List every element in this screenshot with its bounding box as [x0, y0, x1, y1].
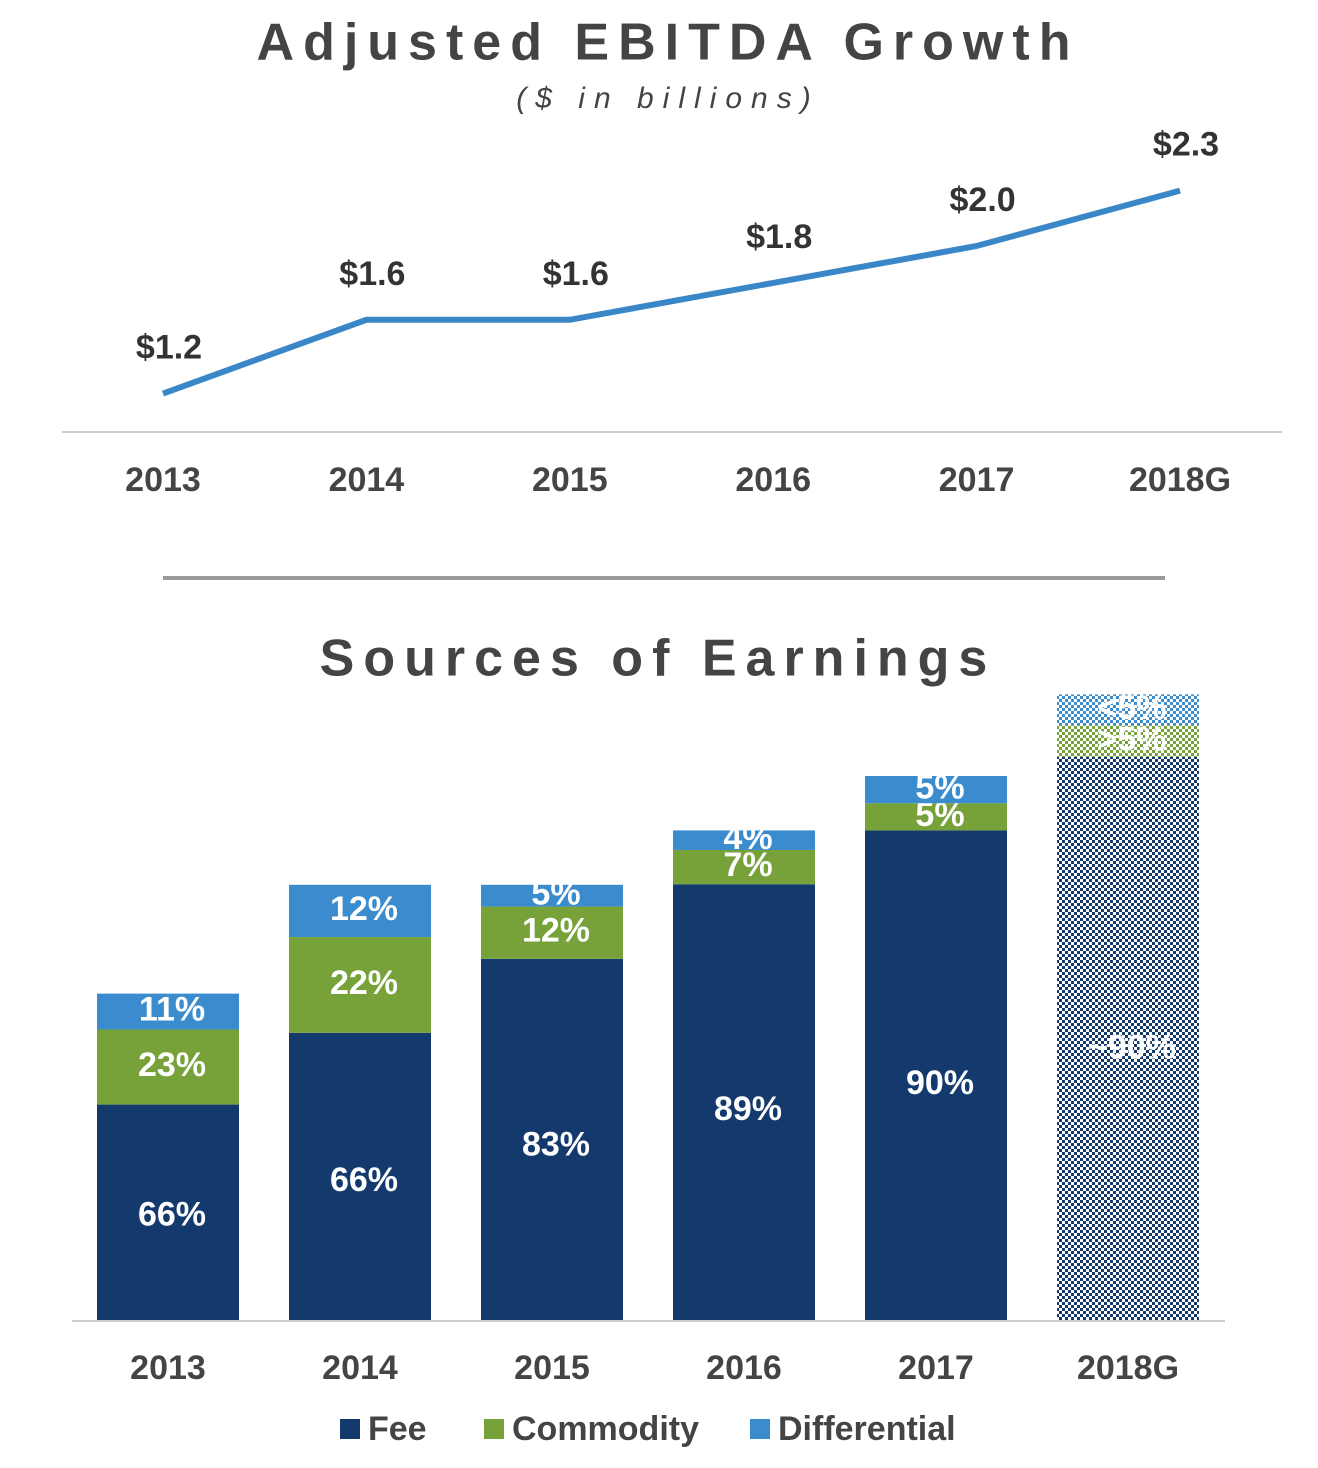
- segment-label: 89%: [714, 1090, 782, 1128]
- bar-segment: [289, 1032, 431, 1320]
- legend-swatch: [484, 1419, 504, 1439]
- bar-segment: [673, 849, 815, 885]
- segment-label: ~90%: [1088, 1029, 1176, 1067]
- segment-label: 12%: [522, 912, 590, 950]
- value-label: $2.0: [950, 181, 1016, 219]
- ebitda-line: [161, 187, 1181, 397]
- legend-swatch: [340, 1419, 360, 1439]
- bar-segment: [481, 884, 623, 907]
- segment-label: 4%: [723, 819, 772, 857]
- x-tick-label: 2018G: [1129, 461, 1231, 499]
- x-tick-label: 2015: [514, 1349, 590, 1387]
- segment-label: 66%: [330, 1161, 398, 1199]
- bar-segment: [289, 937, 431, 1033]
- segment-label: 23%: [138, 1046, 206, 1084]
- x-tick-label: 2016: [735, 461, 811, 499]
- x-tick-label: 2017: [898, 1349, 974, 1387]
- value-label: $1.8: [746, 218, 812, 256]
- x-tick-label: 2013: [130, 1349, 206, 1387]
- bar-segment: [1057, 725, 1199, 757]
- line-title: Adjusted EBITDA Growth: [257, 14, 1080, 72]
- segment-label: 22%: [330, 964, 398, 1002]
- segment-label: 83%: [522, 1126, 590, 1164]
- bar-segment: [865, 776, 1007, 804]
- legend-label: Differential: [778, 1410, 956, 1448]
- segment-label: 5%: [915, 769, 964, 807]
- bar-segment: [481, 906, 623, 959]
- segment-label: 7%: [723, 846, 772, 884]
- x-tick-label: 2014: [322, 1349, 398, 1387]
- bar-segment: [673, 884, 815, 1320]
- x-tick-label: 2018G: [1077, 1349, 1179, 1387]
- x-tick-label: 2016: [706, 1349, 782, 1387]
- value-label: $1.6: [543, 255, 609, 293]
- bar-segment: [1057, 756, 1199, 1320]
- value-label: $1.6: [339, 255, 405, 293]
- bar-title: Sources of Earnings: [320, 630, 997, 688]
- bar-segment: [289, 884, 431, 938]
- segment-label: 66%: [138, 1196, 206, 1234]
- segment-label: 12%: [330, 890, 398, 928]
- legend-label: Fee: [368, 1410, 427, 1448]
- x-tick-label: 2014: [329, 461, 405, 499]
- segment-label: >5%: [1098, 720, 1167, 758]
- bar-segment: [97, 1104, 239, 1320]
- line-subtitle: ($ in billions): [516, 82, 819, 115]
- legend-swatch: [750, 1419, 770, 1439]
- segment-label: 5%: [531, 875, 580, 913]
- bar-segment: [865, 803, 1007, 831]
- x-tick-label: 2015: [532, 461, 608, 499]
- bar-segment: [673, 830, 815, 850]
- legend-label: Commodity: [512, 1410, 699, 1448]
- bar-segment: [97, 993, 239, 1030]
- bar-segment: [865, 830, 1007, 1320]
- bar-segment: [1057, 694, 1199, 726]
- bar-segment: [97, 1029, 239, 1105]
- segment-label: 90%: [906, 1064, 974, 1102]
- segment-label: 11%: [139, 991, 205, 1029]
- bar-segment: [481, 958, 623, 1320]
- value-label: $2.3: [1153, 126, 1219, 164]
- segment-label: <5%: [1098, 689, 1167, 727]
- x-tick-label: 2017: [939, 461, 1015, 499]
- value-label: $1.2: [136, 329, 202, 367]
- x-tick-label: 2013: [125, 461, 201, 499]
